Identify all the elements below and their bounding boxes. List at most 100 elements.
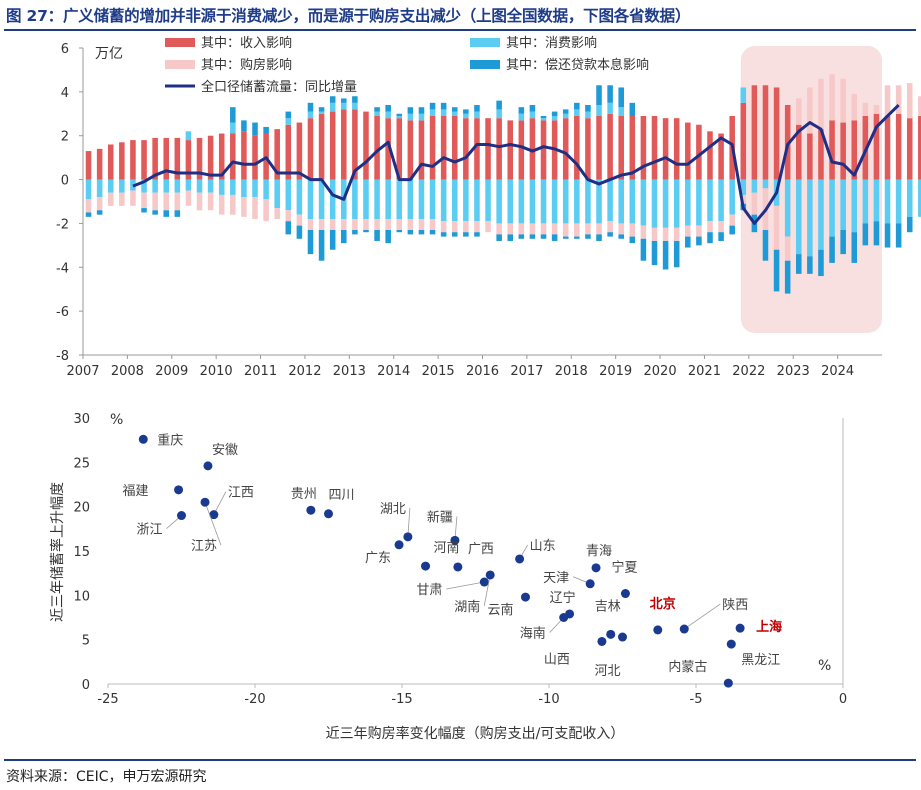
y-tick-label: 0 [61, 174, 69, 189]
legend-label-total: 全口径储蓄流量：同比增量 [201, 79, 357, 95]
bar-consumption [562, 113, 569, 119]
bar-income [529, 118, 536, 180]
bar-income [218, 133, 225, 180]
bar-consumption_neg [807, 179, 813, 257]
series-line-total [132, 103, 900, 225]
bar-housing_neg [718, 221, 724, 233]
bar-consumption_neg [840, 179, 846, 231]
x-tick-label: 2019 [599, 364, 632, 379]
bar-consumption_neg [252, 179, 258, 198]
bar-debt_neg [318, 230, 325, 261]
y-tick-label: -2 [56, 217, 69, 232]
bar-consumption [307, 111, 314, 119]
bar-housing_neg [540, 223, 547, 235]
bar-debt_neg [685, 236, 691, 248]
y-tick-label: 20 [73, 501, 90, 516]
bar-consumption_neg [318, 179, 325, 220]
bar-income [762, 85, 769, 180]
bar-housing [851, 94, 858, 121]
bar-debt_neg [873, 221, 880, 246]
bar-consumption_neg [574, 179, 580, 224]
bar-debt_neg [496, 234, 502, 241]
bar-debt_neg [540, 234, 547, 239]
bar-debt [518, 107, 525, 114]
bar-housing_neg [773, 205, 780, 250]
bar-income [185, 140, 192, 180]
scatter-point-label: 安徽 [212, 443, 238, 458]
bar-housing_neg [374, 219, 380, 231]
bar-debt_neg [585, 234, 591, 239]
bar-consumption [374, 111, 380, 116]
bar-housing_neg [429, 219, 436, 231]
bar-income [718, 133, 724, 180]
bar-income [119, 142, 125, 180]
legend-swatch-income [165, 38, 195, 47]
bar-debt_neg [640, 238, 647, 261]
bar-housing_neg [207, 192, 214, 211]
bar-debt [352, 96, 358, 103]
bar-income [795, 124, 802, 180]
scatter-point [203, 461, 213, 471]
bar-consumption_neg [507, 179, 514, 224]
bar-consumption_neg [862, 179, 869, 224]
bar-consumption_neg [451, 179, 458, 222]
bar-housing_neg [562, 223, 569, 237]
bar-consumption_neg [196, 179, 203, 193]
bar-debt_neg [85, 212, 92, 217]
bar-income [85, 151, 92, 180]
leader-line [407, 507, 411, 537]
bar-income [440, 115, 447, 180]
bar-consumption_neg [540, 179, 547, 224]
bar-housing_neg [784, 236, 791, 261]
scatter-point-label: 浙江 [137, 523, 163, 538]
bar-housing_neg [474, 221, 480, 233]
bar-income [274, 129, 280, 180]
bar-income [496, 118, 502, 180]
bar-consumption [463, 113, 469, 119]
scatter-point [559, 613, 569, 622]
bar-income [840, 122, 846, 180]
bar-consumption [518, 113, 525, 121]
bar-consumption_neg [718, 179, 724, 222]
bar-consumption_neg [651, 179, 658, 228]
bar-housing_neg [607, 221, 613, 233]
scatter-point [403, 532, 413, 542]
bar-debt_neg [618, 234, 624, 239]
x-tick-label: 2010 [200, 364, 233, 379]
bar-income [740, 102, 747, 180]
bar-debt_neg [307, 230, 314, 255]
bar-income [685, 122, 691, 180]
bar-consumption_neg [152, 179, 158, 193]
scatter-point-label: 广东 [365, 551, 391, 566]
x-tick-label: 2009 [155, 364, 188, 379]
bar-consumption_neg [296, 179, 303, 215]
bar-housing_neg [263, 199, 269, 222]
bar-consumption_neg [618, 179, 624, 224]
scatter-point-label: 江苏 [191, 538, 217, 554]
source-note: 资料来源：CEIC，申万宏源研究 [6, 769, 207, 785]
y-tick-label: 0 [82, 678, 90, 693]
scatter-point-label: 湖南 [454, 599, 480, 615]
bar-housing_neg [440, 221, 447, 233]
scatter-point [394, 540, 404, 550]
bar-housing [906, 83, 913, 119]
bar-consumption_neg [107, 179, 114, 193]
scatter-point-label: 海南 [520, 626, 546, 642]
bar-housing_neg [751, 192, 758, 215]
bar-housing_neg [585, 223, 591, 235]
bar-consumption_neg [141, 179, 147, 193]
bar-debt [418, 107, 425, 114]
bar-consumption_neg [673, 179, 680, 228]
bar-income [518, 120, 525, 180]
bar-debt_neg [629, 236, 636, 244]
bar-housing_neg [152, 192, 158, 211]
bar-debt_neg [385, 230, 391, 244]
bar-debt_neg [163, 210, 170, 217]
bar-consumption_neg [529, 179, 536, 224]
bar-debt_neg [141, 208, 147, 213]
bar-income [385, 118, 391, 180]
bar-consumption_neg [274, 179, 280, 209]
bar-debt_neg [551, 234, 558, 241]
bar-debt [252, 122, 258, 136]
y-tick-label: 2 [61, 130, 69, 145]
